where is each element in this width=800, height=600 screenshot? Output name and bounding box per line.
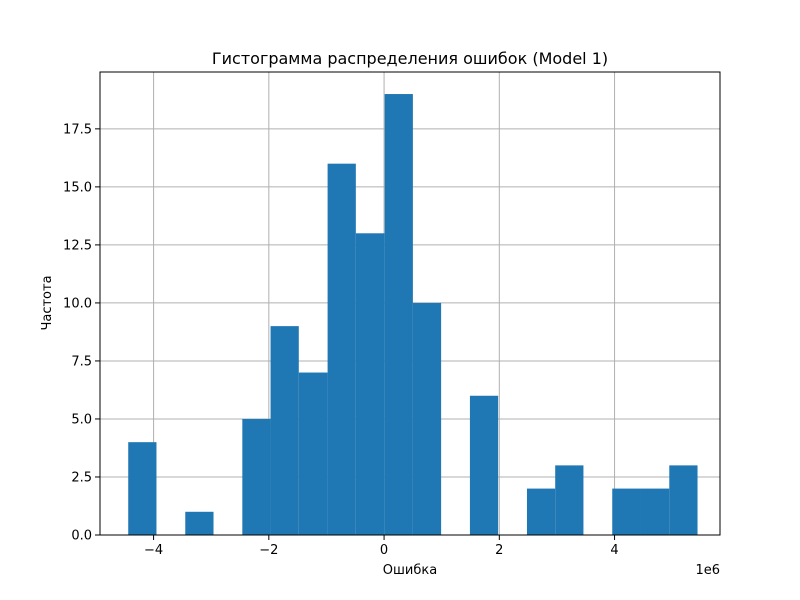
histogram-bar <box>185 511 214 535</box>
histogram-bar <box>384 94 413 536</box>
histogram-bars <box>128 94 698 536</box>
histogram-bar <box>327 163 356 535</box>
y-axis-ticks: 0.0 2.5 5.0 7.5 10.0 12.5 15.0 17.5 <box>63 122 100 544</box>
plot-frame <box>99 71 721 536</box>
y-tick-label: 17.5 <box>63 122 92 137</box>
chart-title: Гистограмма распределения ошибок (Model … <box>212 49 608 68</box>
y-tick-label: 12.5 <box>63 238 92 253</box>
histogram-bar <box>412 302 442 535</box>
y-tick-label: 15.0 <box>63 180 92 195</box>
x-tick-label: −4 <box>144 543 163 558</box>
y-tick-label: 7.5 <box>71 354 92 369</box>
x-axis-ticks: −4 −2 0 2 4 <box>144 535 619 558</box>
histogram-bar <box>270 326 299 535</box>
histogram-bar <box>469 395 499 535</box>
y-tick-label: 5.0 <box>71 412 92 427</box>
histogram-bar <box>612 488 641 535</box>
x-tick-label: 0 <box>380 543 388 558</box>
y-axis-label: Частота <box>40 275 55 330</box>
x-axis-label: Ошибка <box>383 563 437 578</box>
histogram-bar <box>128 442 157 535</box>
x-axis-offset-text: 1e6 <box>695 563 720 578</box>
histogram-bar <box>355 233 385 535</box>
x-tick-label: 4 <box>610 543 618 558</box>
x-tick-label: 2 <box>495 543 503 558</box>
histogram-bar <box>555 465 584 535</box>
y-tick-label: 0.0 <box>71 529 92 544</box>
histogram-bar <box>298 372 328 535</box>
histogram-bar <box>526 488 556 535</box>
x-tick-label: −2 <box>259 543 278 558</box>
histogram-bar <box>640 488 670 535</box>
y-tick-label: 10.0 <box>63 296 92 311</box>
histogram-bar <box>669 465 698 535</box>
y-tick-label: 2.5 <box>71 470 92 485</box>
histogram-bar <box>242 418 271 535</box>
